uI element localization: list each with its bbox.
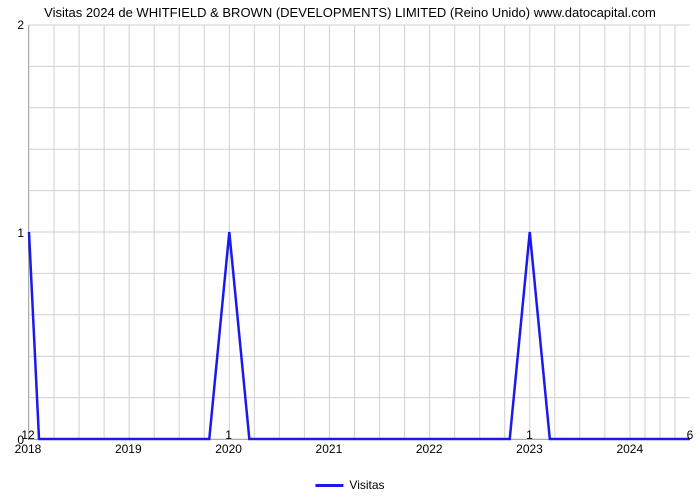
x-tick-label: 2023	[516, 442, 543, 456]
data-label: 12	[21, 428, 34, 442]
y-tick-label: 2	[17, 18, 24, 32]
legend-swatch	[315, 484, 343, 487]
y-tick-label: 1	[17, 226, 24, 240]
x-tick-label: 2020	[215, 442, 242, 456]
data-label: 1	[526, 428, 533, 442]
chart-svg	[29, 25, 690, 439]
data-label: 6	[687, 428, 694, 442]
x-tick-label: 2019	[115, 442, 142, 456]
chart-plot-area	[28, 25, 690, 440]
x-tick-label: 2024	[616, 442, 643, 456]
chart-legend: Visitas	[315, 478, 384, 492]
legend-label: Visitas	[349, 478, 384, 492]
x-tick-label: 2021	[316, 442, 343, 456]
chart-title: Visitas 2024 de WHITFIELD & BROWN (DEVEL…	[44, 5, 656, 20]
x-tick-label: 2018	[15, 442, 42, 456]
data-label: 1	[225, 428, 232, 442]
x-tick-label: 2022	[416, 442, 443, 456]
